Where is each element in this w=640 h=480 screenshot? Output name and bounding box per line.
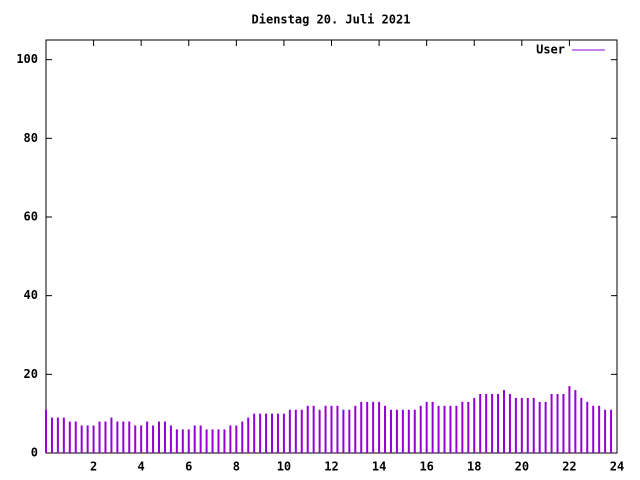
x-tick-label: 22	[562, 460, 576, 474]
legend-label: User	[536, 43, 565, 57]
y-tick-label: 80	[24, 131, 38, 145]
x-tick-label: 18	[467, 460, 481, 474]
x-tick-label: 8	[233, 460, 240, 474]
x-tick-label: 14	[372, 460, 386, 474]
x-tick-label: 16	[419, 460, 433, 474]
y-tick-label: 0	[31, 446, 38, 460]
y-tick-label: 60	[24, 210, 38, 224]
x-tick-label: 12	[324, 460, 338, 474]
x-tick-label: 20	[515, 460, 529, 474]
chart-title: Dienstag 20. Juli 2021	[252, 13, 411, 27]
y-tick-label: 40	[24, 288, 38, 302]
y-tick-label: 20	[24, 367, 38, 381]
x-tick-label: 10	[277, 460, 291, 474]
x-tick-label: 24	[610, 460, 624, 474]
y-tick-label: 100	[16, 52, 38, 66]
x-tick-label: 6	[185, 460, 192, 474]
x-tick-label: 2	[90, 460, 97, 474]
x-tick-label: 4	[138, 460, 145, 474]
